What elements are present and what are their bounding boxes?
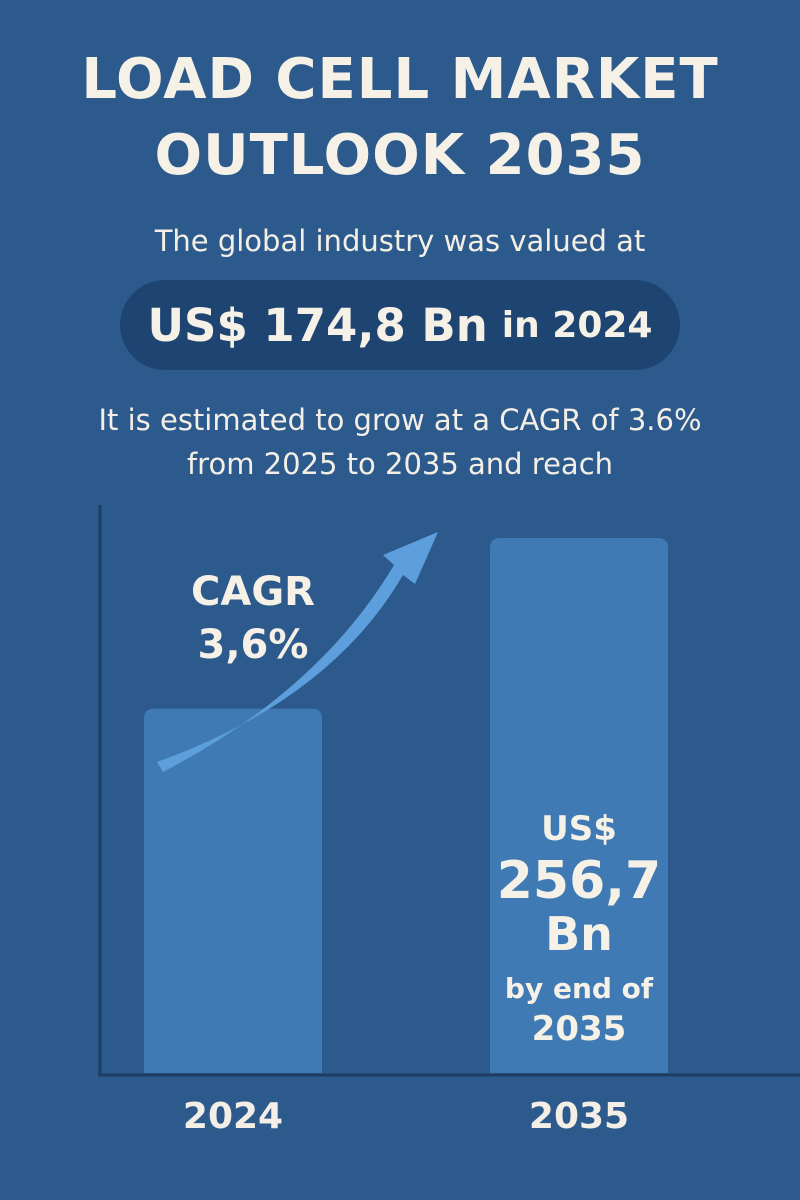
cagr-label-line1: CAGR	[191, 569, 315, 615]
growth-text-line2: from 2025 to 2035 and reach	[186, 447, 614, 481]
page-title-line1: LOAD CELL MARKET	[81, 47, 719, 112]
page-title-line2: OUTLOOK 2035	[154, 123, 646, 188]
valuation-intro-text: The global industry was valued at	[154, 224, 646, 258]
cagr-arrow-icon	[157, 532, 438, 772]
growth-text-line1: It is estimated to grow at a CAGR of 3.6…	[98, 403, 702, 437]
bar-label-2035-line5: 2035	[532, 1009, 627, 1049]
cagr-label-line2: 3,6%	[198, 622, 309, 668]
bars-layer	[144, 538, 668, 1073]
valuation-value: US$ 174,8 Bn	[147, 298, 488, 352]
bar-2035	[490, 538, 668, 1073]
bar-label-2035-line3: Bn	[545, 907, 613, 961]
x-tick-label-2024: 2024	[183, 1096, 283, 1137]
bar-label-2035-line2: 256,7	[497, 851, 661, 911]
bar-2024	[144, 708, 322, 1073]
x-tick-label-2035: 2035	[529, 1096, 629, 1137]
bar-label-2035-line4: by end of	[505, 972, 654, 1005]
valuation-year: in 2024	[501, 304, 653, 346]
bar-label-2035-line1: US$	[541, 809, 617, 849]
valuation-pill: US$ 174,8 Bn in 2024	[120, 280, 680, 370]
labels-layer: 2024 2035 US$256,7Bn by end of 2035	[183, 809, 661, 1137]
